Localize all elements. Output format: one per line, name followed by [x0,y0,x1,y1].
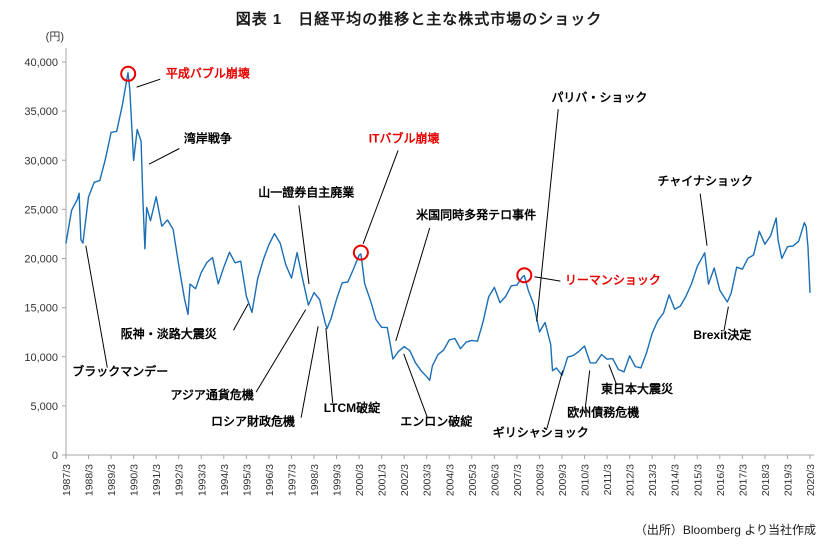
x-tick-label: 1989/3 [106,464,118,496]
annotation-line-china-shock [699,193,708,246]
x-tick-label: 2002/3 [399,464,411,496]
y-tick-label: 0 [52,450,58,462]
x-tick-label: 2003/3 [422,464,434,496]
x-tick-label: 1987/3 [61,464,73,496]
x-tick-label: 1998/3 [309,464,321,496]
x-tick-label: 1990/3 [129,464,141,496]
annotation-euro-debt: 欧州債務危機 [567,405,639,420]
x-tick-label: 2001/3 [377,464,389,496]
nikkei-price-line [65,71,811,381]
x-tick-label: 2011/3 [602,464,614,495]
annotation-asia-currency: アジア通貨危機 [170,387,254,402]
x-tick-label: 2014/3 [670,464,682,496]
x-tick-label: 2015/3 [692,464,704,496]
shock-circle-pre-lehman-peak [516,267,533,284]
annotation-line-asia-currency [255,309,307,393]
y-tick-label: 35,000 [24,106,58,118]
annotation-line-black-monday [85,245,108,368]
x-tick-label: 2004/3 [444,464,456,496]
annotation-line-it-bubble [362,150,399,244]
x-tick-label: 1994/3 [219,464,231,496]
annotation-line-us-terror [395,227,431,342]
annotation-lehman: リーマンショック [565,273,661,287]
annotation-line-tohoku [608,364,618,386]
annotation-it-bubble: ITバブル崩壊 [369,131,441,146]
shock-circle-heisei-bubble-peak [120,65,137,82]
annotation-black-monday: ブラックマンデー [72,363,168,378]
annotation-line-euro-debt [584,370,591,409]
x-tick-label: 2010/3 [580,464,592,496]
annotation-china-shock: チャイナショック [657,174,753,188]
shock-circle-it-bubble-peak [352,244,369,261]
source-note: （出所）Bloomberg より当社作成 [634,523,816,537]
y-tick-label: 20,000 [24,254,58,266]
x-tick-label: 2019/3 [782,464,794,496]
annotation-line-paribas [536,109,559,322]
x-tick-label: 1992/3 [174,464,186,496]
x-tick-label: 2005/3 [467,464,479,496]
annotation-ltcm: LTCM破綻 [324,400,381,415]
x-tick-label: 2000/3 [354,464,366,496]
y-tick-label: 5,000 [30,401,58,413]
annotation-line-enron [403,353,428,418]
x-tick-label: 2016/3 [715,464,727,496]
y-tick-label: 40,000 [24,57,58,69]
x-tick-label: 2020/3 [805,464,817,496]
annotation-line-lehman [534,276,561,282]
annotation-line-brexit [723,306,729,332]
x-tick-label: 2007/3 [512,464,524,496]
annotation-line-gulf-war [148,148,180,165]
x-tick-label: 2006/3 [489,464,501,496]
annotation-line-ltcm [325,328,334,403]
annotation-heisei-bubble: 平成バブル崩壊 [166,66,251,81]
x-tick-label: 1991/3 [151,464,163,496]
annotation-us-terror: 米国同時多発テロ事件 [416,207,536,222]
annotation-enron: エンロン破綻 [400,414,473,429]
x-tick-label: 2017/3 [737,464,749,496]
x-tick-label: 2013/3 [647,464,659,496]
y-tick-label: 15,000 [24,303,58,315]
annotation-yamaichi: 山一證券自主廃業 [258,185,355,200]
annotation-line-yamaichi [298,205,310,285]
x-tick-label: 2012/3 [625,464,637,496]
x-tick-label: 2018/3 [760,464,772,496]
annotation-line-heisei-bubble [136,78,161,88]
y-tick-label: 25,000 [24,204,58,216]
annotation-paribas: パリバ・ショック [551,90,647,104]
annotation-line-russia [300,326,319,418]
annotation-gulf-war: 湾岸戦争 [184,131,232,146]
annotation-hanshin: 阪神・淡路大震災 [121,326,218,341]
x-tick-label: 2009/3 [557,464,569,496]
y-tick-label: 10,000 [24,352,58,364]
x-tick-label: 1997/3 [286,464,298,496]
annotation-tohoku: 東日本大震災 [601,381,674,396]
x-tick-label: 1988/3 [84,464,96,496]
y-axis-unit: (円) [46,31,64,43]
x-tick-label: 1999/3 [332,464,344,496]
chart-title: 図表 1 日経平均の推移と主な株式市場のショック [235,11,603,28]
annotation-line-hanshin [233,303,249,331]
x-tick-label: 2008/3 [534,464,546,496]
y-tick-label: 30,000 [24,155,58,167]
x-tick-label: 1995/3 [241,464,253,496]
annotation-russia: ロシア財政危機 [211,414,295,429]
annotation-line-greece [546,370,564,429]
x-tick-label: 1996/3 [264,464,276,496]
annotation-greece: ギリシャショック [493,424,589,439]
x-tick-label: 1993/3 [196,464,208,496]
annotation-brexit: Brexit決定 [693,327,751,342]
